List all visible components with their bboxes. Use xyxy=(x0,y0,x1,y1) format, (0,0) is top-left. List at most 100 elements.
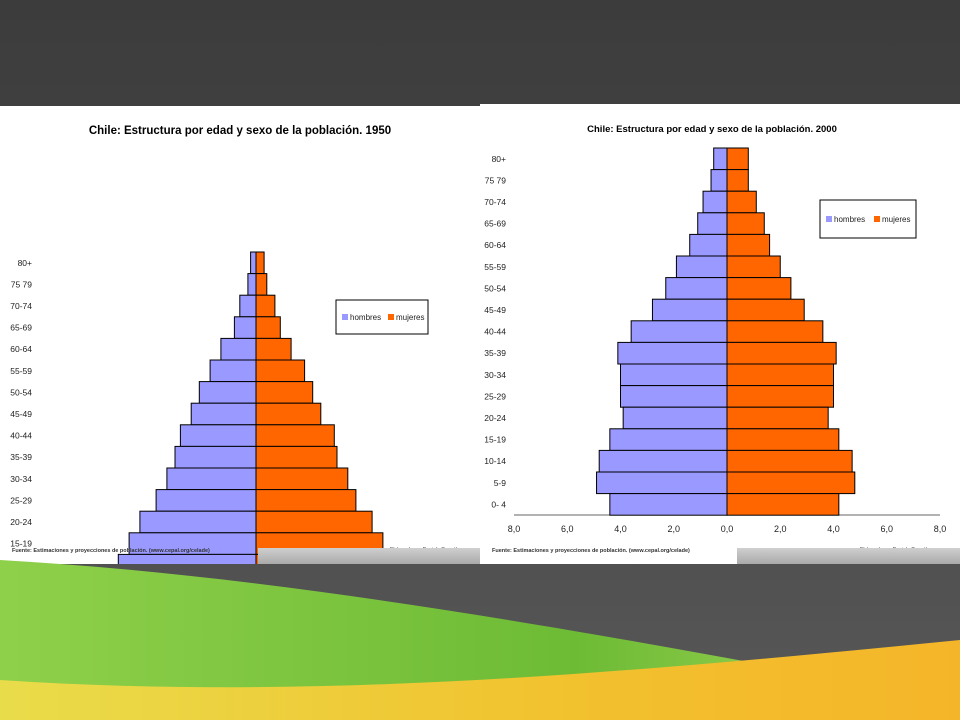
bar-hombres-2000-9 xyxy=(617,341,728,365)
bar-mujeres-1950-10 xyxy=(255,467,349,491)
bar-mujeres-2000-0 xyxy=(726,147,749,171)
age-label-1950-4: 60-64 xyxy=(10,344,32,354)
bar-mujeres-1950-0 xyxy=(255,251,265,275)
age-label-1950-3: 65-69 xyxy=(10,323,32,333)
age-label-1950-0: 80+ xyxy=(18,258,32,268)
bar-mujeres-2000-3 xyxy=(726,212,765,235)
bar-hombres-1950-5 xyxy=(209,359,257,383)
bar-mujeres-2000-2 xyxy=(726,190,757,214)
bar-mujeres-2000-13 xyxy=(726,428,840,451)
bar-mujeres-1950-2 xyxy=(255,294,276,318)
age-label-1950-13: 15-19 xyxy=(10,539,32,549)
x-tick-2000-2: 4,0 xyxy=(614,524,627,534)
bar-hombres-1950-10 xyxy=(166,467,257,491)
age-label-2000-0: 80+ xyxy=(492,154,506,164)
age-label-2000-6: 50-54 xyxy=(484,283,506,293)
source-note-2000: Fuente: Estimaciones y proyecciones de p… xyxy=(492,548,690,554)
credit-strip-1950 xyxy=(258,548,480,564)
age-label-2000-2: 70-74 xyxy=(484,197,506,207)
bar-mujeres-2000-16 xyxy=(726,493,840,516)
age-label-1950-1: 75 79 xyxy=(11,279,33,289)
bar-hombres-1950-12 xyxy=(139,510,257,534)
bar-hombres-1950-6 xyxy=(198,381,257,404)
bar-mujeres-2000-11 xyxy=(726,385,834,408)
age-label-2000-14: 10-14 xyxy=(484,456,506,466)
age-label-2000-5: 55-59 xyxy=(484,262,506,272)
bar-hombres-1950-1 xyxy=(247,273,257,296)
bar-hombres-1950-3 xyxy=(233,316,257,339)
bar-mujeres-2000-5 xyxy=(726,255,781,279)
bar-hombres-2000-12 xyxy=(622,406,728,430)
pyramid-chart-1950: Chile: Estructura por edad y sexo de la … xyxy=(0,106,480,564)
bar-hombres-1950-7 xyxy=(190,402,257,426)
bar-hombres-1950-2 xyxy=(239,294,257,318)
bar-hombres-1950-14 xyxy=(117,553,257,564)
age-label-1950-8: 40-44 xyxy=(10,431,32,441)
legend-swatch-2000-1 xyxy=(874,216,880,222)
x-tick-2000-4: 0,0 xyxy=(721,524,734,534)
x-tick-2000-5: 2,0 xyxy=(774,524,787,534)
bar-mujeres-1950-1 xyxy=(255,273,268,296)
bar-hombres-2000-7 xyxy=(651,298,728,322)
age-label-1950-12: 20-24 xyxy=(10,517,32,527)
legend-box-2000 xyxy=(819,199,917,239)
age-label-2000-4: 60-64 xyxy=(484,240,506,250)
bar-hombres-2000-14 xyxy=(598,449,728,473)
age-label-1950-6: 50-54 xyxy=(10,387,32,397)
pyramid-1950-svg: Chile: Estructura por edad y sexo de la … xyxy=(10,125,463,564)
yellow-swoosh-shape xyxy=(0,640,960,720)
bar-hombres-2000-8 xyxy=(630,320,728,343)
age-label-1950-10: 30-34 xyxy=(10,474,32,484)
age-label-2000-1: 75 79 xyxy=(485,175,507,185)
age-label-2000-11: 25-29 xyxy=(484,391,506,401)
bar-mujeres-1950-5 xyxy=(255,359,306,383)
bar-hombres-2000-3 xyxy=(697,212,728,235)
bar-mujeres-1950-11 xyxy=(255,489,357,512)
bar-mujeres-2000-14 xyxy=(726,449,853,473)
age-label-1950-11: 25-29 xyxy=(10,495,32,505)
bar-mujeres-2000-12 xyxy=(726,406,829,430)
age-label-2000-16: 0- 4 xyxy=(491,499,506,509)
legend-box-1950 xyxy=(335,299,429,335)
legend-label-1950-0: hombres xyxy=(350,313,381,322)
bar-mujeres-1950-8 xyxy=(255,424,335,447)
legend-swatch-2000-0 xyxy=(826,216,832,222)
bar-hombres-1950-0 xyxy=(250,251,257,275)
bar-mujeres-2000-1 xyxy=(726,169,749,192)
legend-label-2000-1: mujeres xyxy=(882,215,910,224)
bar-hombres-2000-1 xyxy=(710,169,728,192)
bar-hombres-2000-13 xyxy=(609,428,728,451)
x-tick-2000-7: 6,0 xyxy=(880,524,893,534)
bar-hombres-2000-10 xyxy=(620,363,728,387)
age-label-2000-8: 40-44 xyxy=(484,327,506,337)
age-label-2000-9: 35-39 xyxy=(484,348,506,358)
age-label-1950-7: 45-49 xyxy=(10,409,32,419)
credit-strip-2000 xyxy=(737,548,960,564)
chart-title-2000: Chile: Estructura por edad y sexo de la … xyxy=(587,124,837,135)
bar-mujeres-2000-15 xyxy=(726,471,856,495)
source-note-1950: Fuente: Estimaciones y proyecciones de p… xyxy=(12,548,210,554)
age-label-1950-5: 55-59 xyxy=(10,366,32,376)
pyramid-2000-svg: Chile: Estructura por edad y sexo de la … xyxy=(484,124,946,559)
x-tick-2000-6: 4,0 xyxy=(827,524,840,534)
age-label-1950-9: 35-39 xyxy=(10,452,32,462)
age-label-1950-2: 70-74 xyxy=(10,301,32,311)
bar-mujeres-2000-9 xyxy=(726,341,837,365)
bar-hombres-1950-9 xyxy=(174,445,257,469)
age-label-2000-15: 5-9 xyxy=(494,478,507,488)
bar-hombres-1950-11 xyxy=(155,489,257,512)
bar-mujeres-1950-7 xyxy=(255,402,322,426)
legend-swatch-1950-0 xyxy=(342,314,348,320)
legend-label-1950-1: mujeres xyxy=(396,313,424,322)
bar-mujeres-1950-6 xyxy=(255,381,314,404)
legend-swatch-1950-1 xyxy=(388,314,394,320)
age-label-2000-13: 15-19 xyxy=(484,435,506,445)
x-tick-2000-3: 2,0 xyxy=(667,524,680,534)
bar-hombres-2000-11 xyxy=(620,385,728,408)
bar-mujeres-2000-6 xyxy=(726,277,792,300)
bar-hombres-1950-8 xyxy=(179,424,257,447)
decorative-swoosh xyxy=(0,560,960,720)
bar-mujeres-2000-8 xyxy=(726,320,824,343)
bar-hombres-1950-4 xyxy=(220,337,257,361)
bar-hombres-2000-15 xyxy=(596,471,728,495)
